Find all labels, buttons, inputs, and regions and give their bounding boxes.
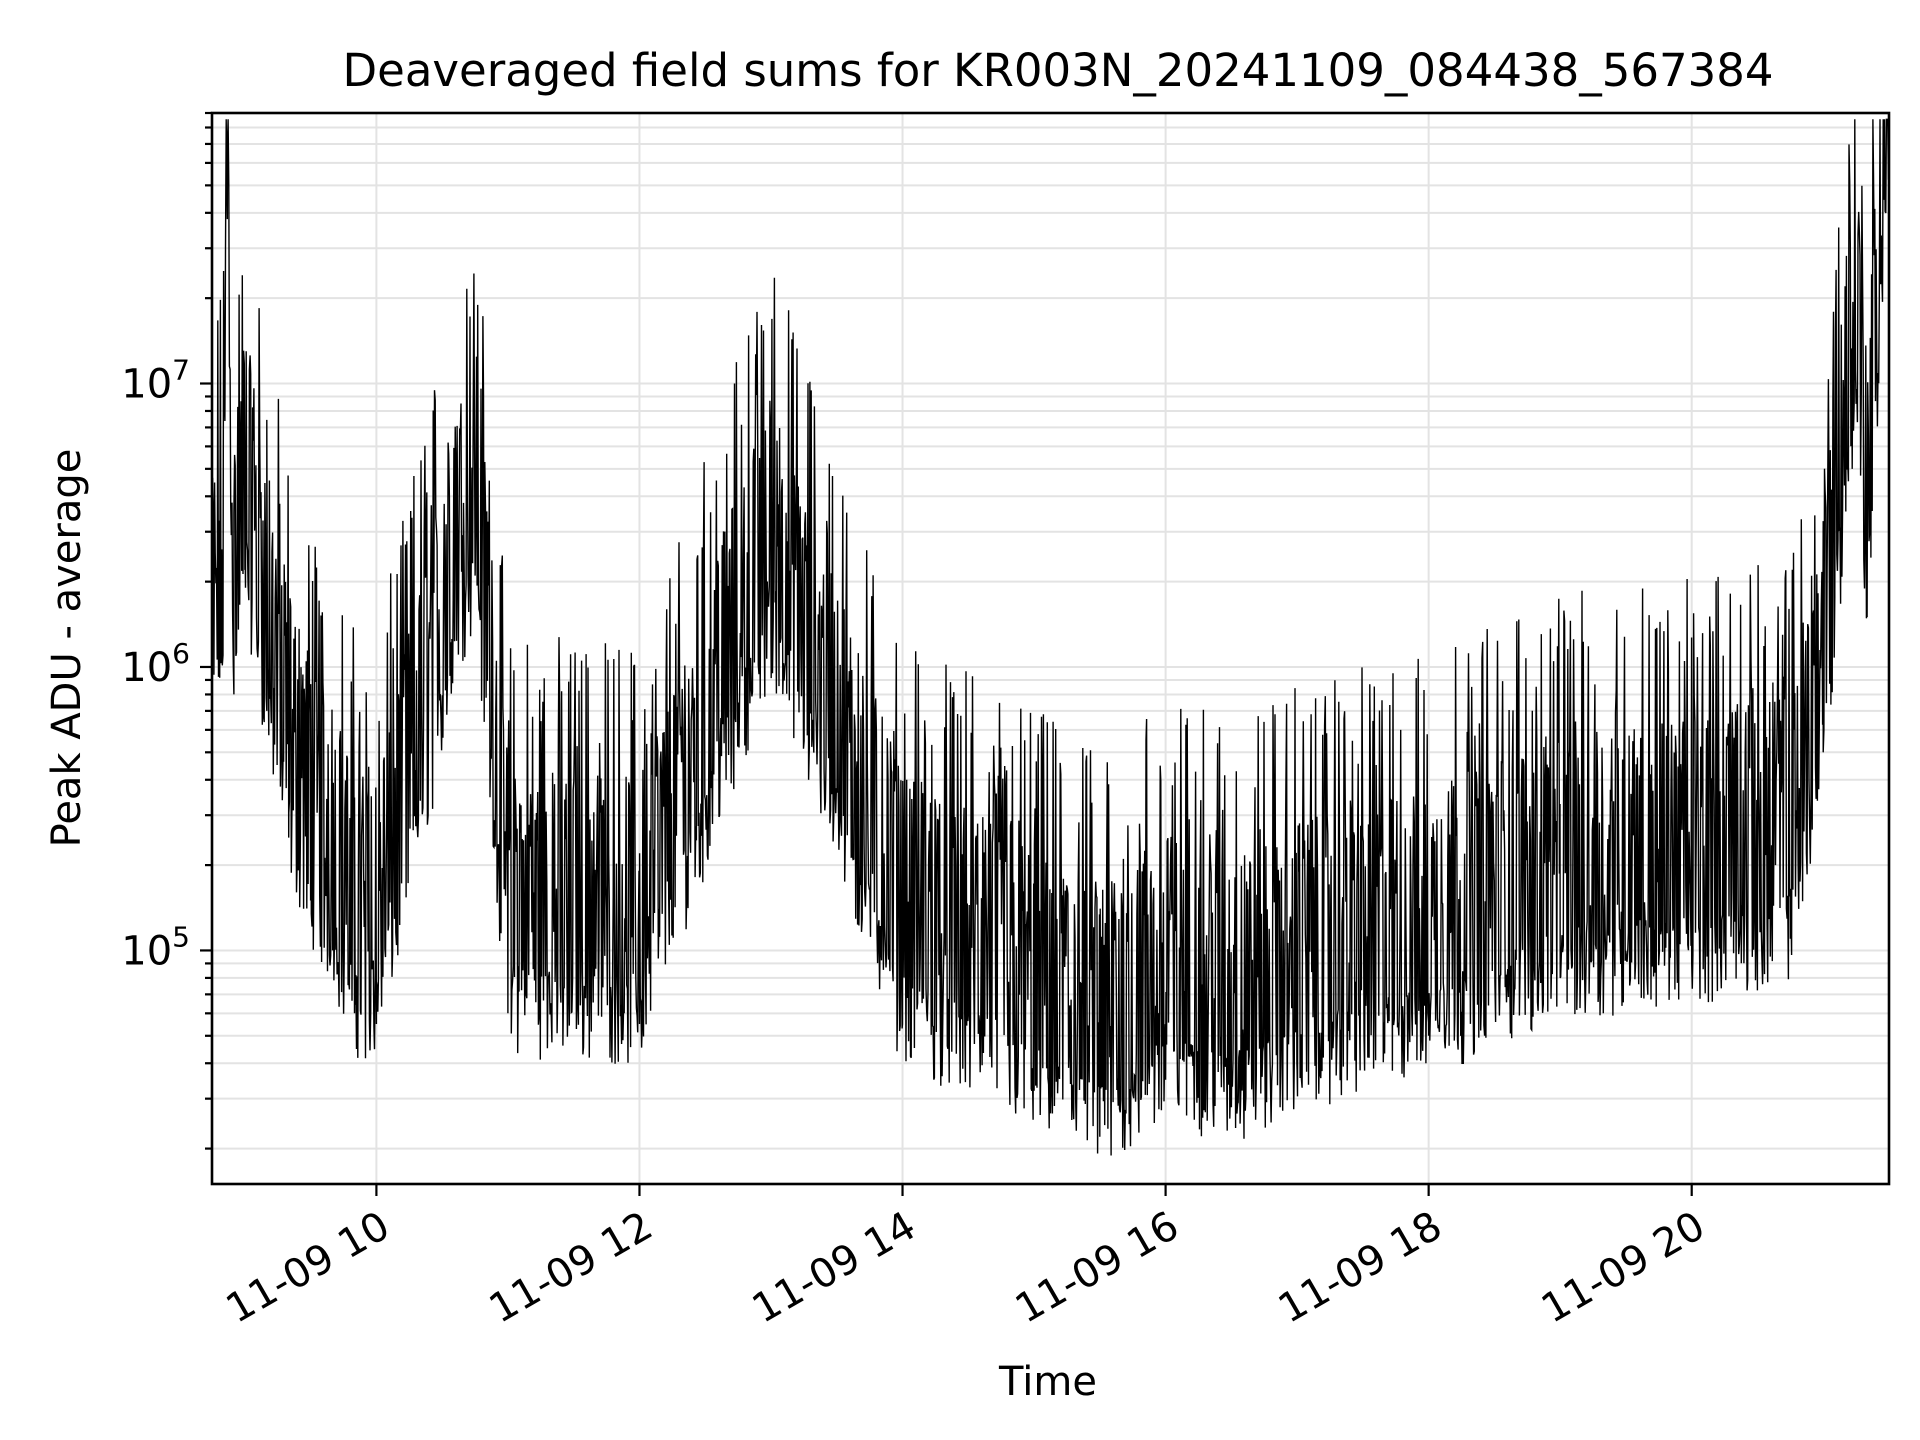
y-tick-label: 107 xyxy=(121,354,190,408)
x-axis-ticks: 11-09 10 11-09 12 11-09 14 11-09 16 11-09 18… xyxy=(219,1184,1713,1333)
y-axis-ticks: 105 106 107 xyxy=(121,111,212,1150)
y-axis-label: Peak ADU - average xyxy=(44,449,90,848)
x-tick-label: 11-09 14 xyxy=(745,1203,924,1333)
x-tick-label: 11-09 16 xyxy=(1008,1203,1187,1333)
x-tick-label: 11-09 12 xyxy=(482,1203,661,1333)
y-tick-label: 105 xyxy=(121,920,190,974)
x-tick-label: 11-09 10 xyxy=(219,1203,398,1333)
x-tick-label: 11-09 20 xyxy=(1534,1203,1713,1333)
series-0-line xyxy=(211,118,1890,1156)
series-layer xyxy=(211,118,1890,1156)
chart-title: Deaveraged field sums for KR003N_2024110… xyxy=(343,44,1774,97)
plot-area-frame xyxy=(210,111,1891,1186)
x-axis-label: Time xyxy=(998,1359,1097,1405)
y-tick-label: 106 xyxy=(121,637,190,691)
x-tick-label: 11-09 18 xyxy=(1271,1203,1450,1333)
